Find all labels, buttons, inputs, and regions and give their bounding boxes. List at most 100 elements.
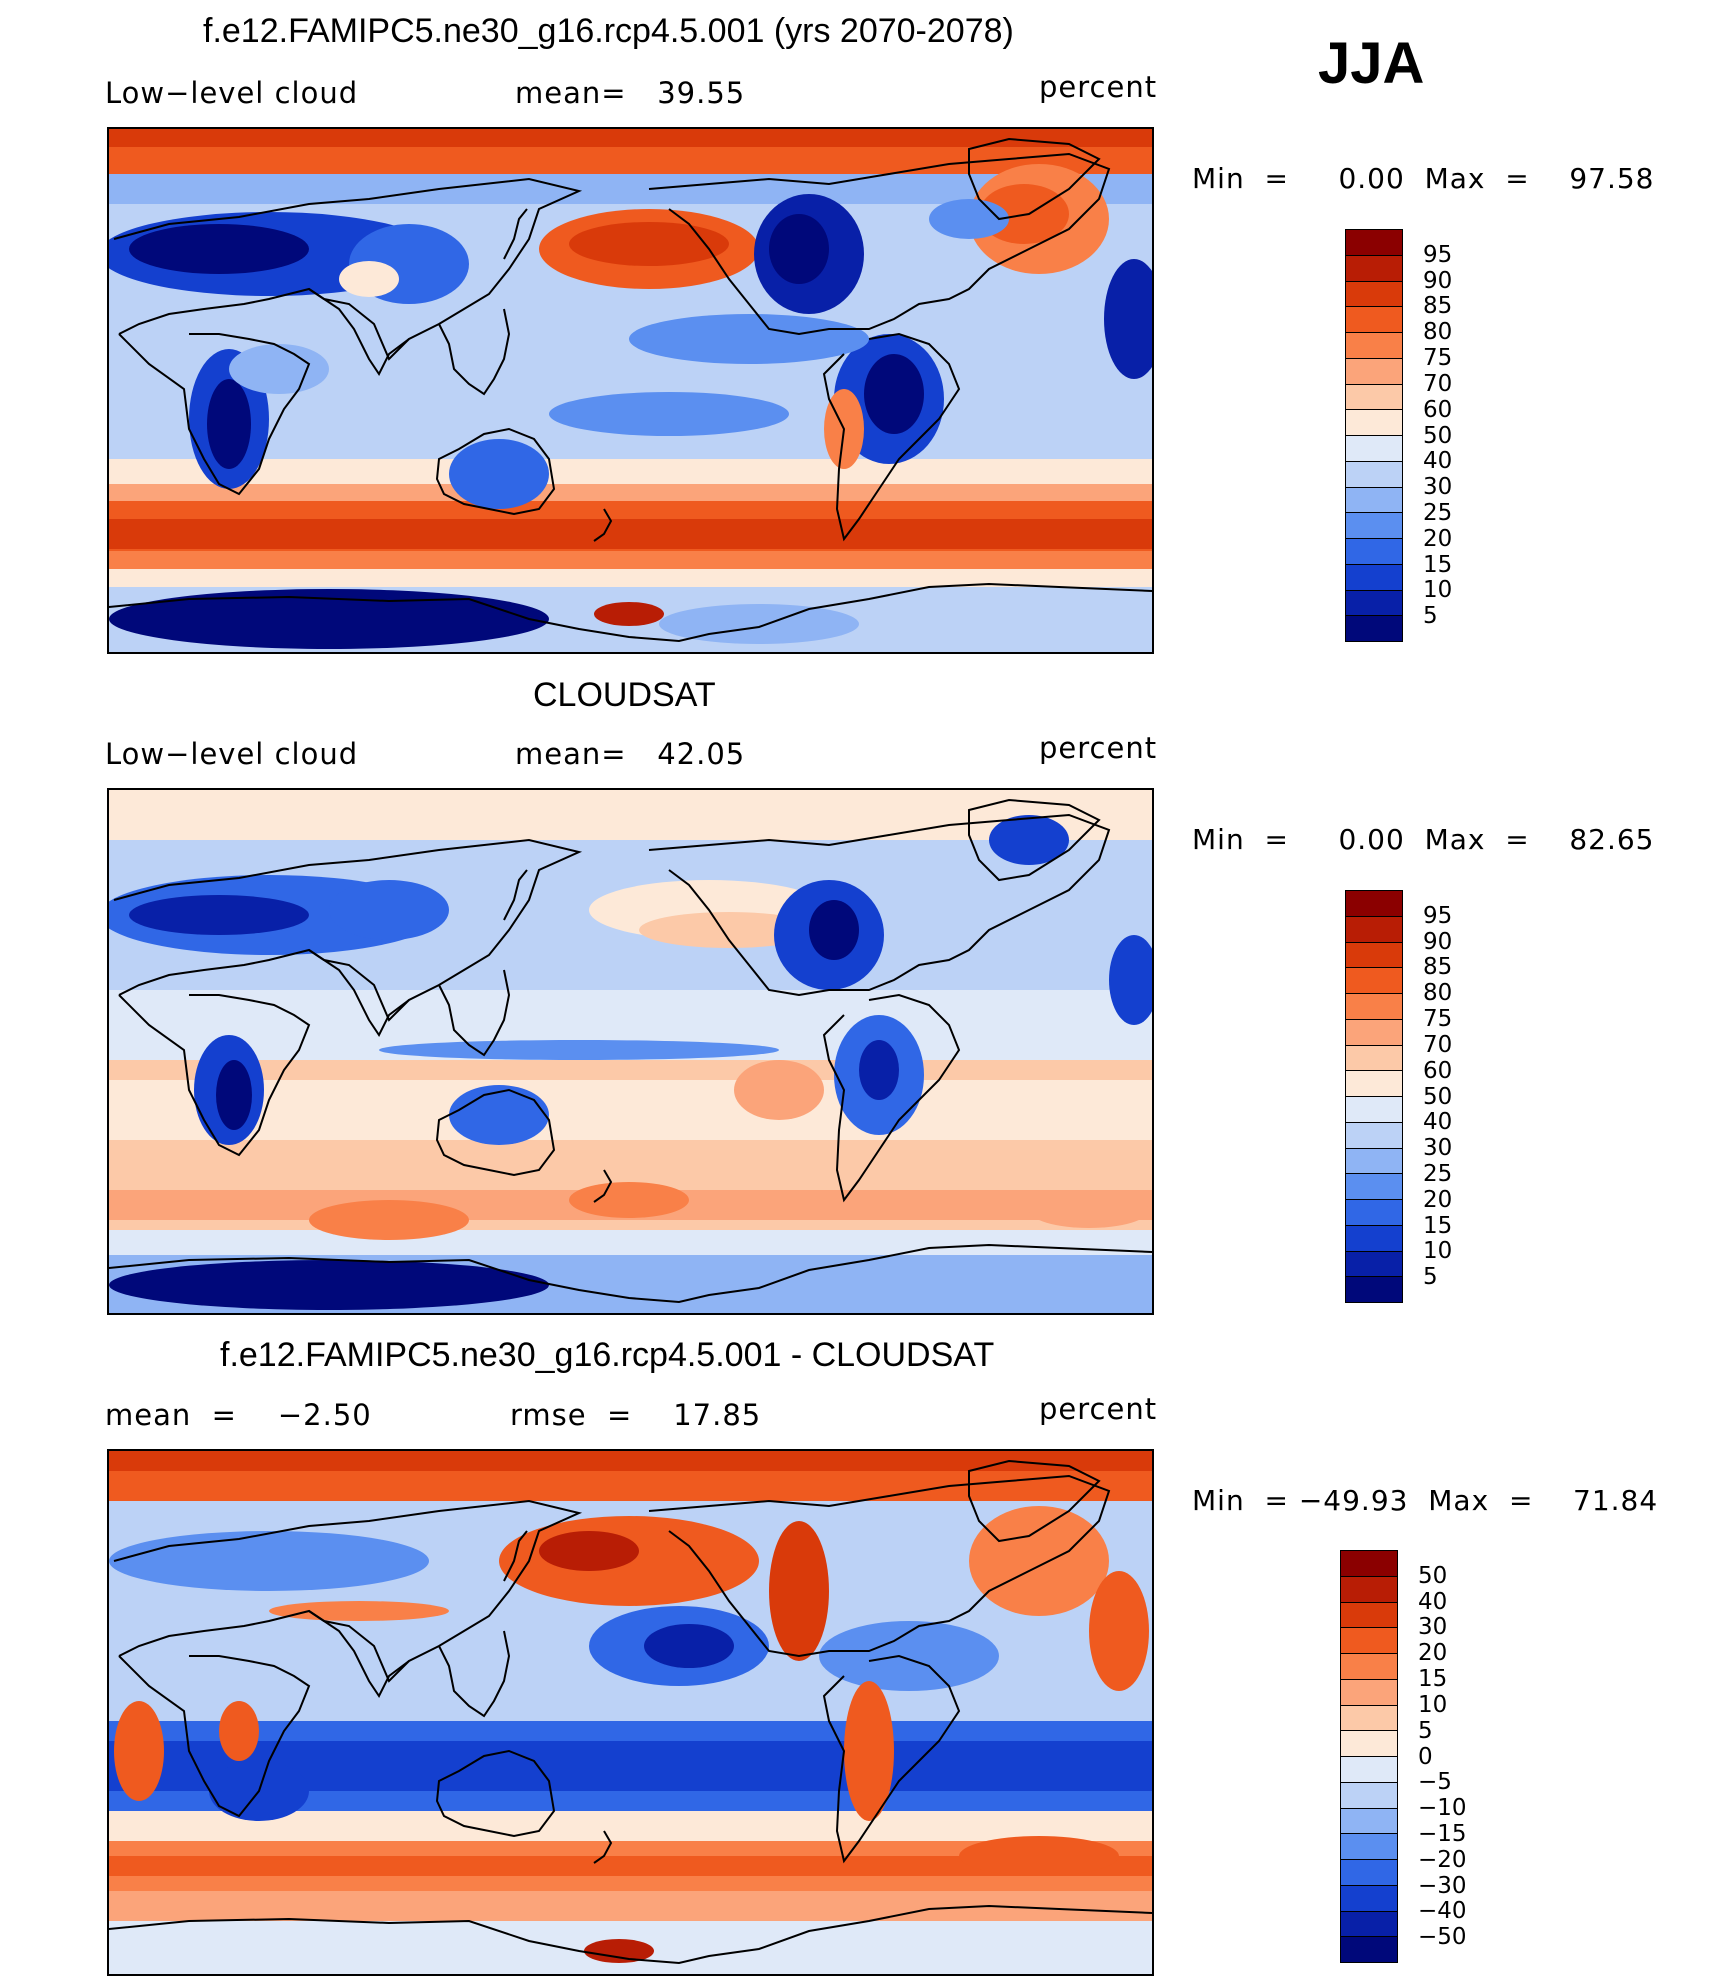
colorbar-swatch: [1341, 1679, 1397, 1706]
panel-1-colorbar: 95 90 85 80 75 70 60 50 40 30 25 20 15 10 5: [1345, 229, 1505, 642]
panel-3-map: [107, 1449, 1154, 1976]
colorbar-tick-label: 75: [1423, 1006, 1453, 1033]
colorbar-tick-label: 80: [1423, 319, 1453, 346]
panel-1-colorbar-box: [1345, 229, 1403, 642]
colorbar-tick-label: −5: [1418, 1769, 1452, 1796]
panel-3-colorbar: 50 40 30 20 15 10 5 0 −5 −10 −15 −20 −30 −40 −50: [1340, 1550, 1510, 1963]
colorbar-swatch: [1341, 1937, 1397, 1962]
panel-2-map-field: [109, 790, 1152, 1313]
map-contour-fills: [109, 1451, 1152, 1974]
panel-1-map-field: [109, 129, 1152, 652]
colorbar-swatch: [1346, 513, 1402, 539]
colorbar-tick-label: −10: [1418, 1795, 1467, 1822]
colorbar-tick-label: 60: [1423, 396, 1453, 423]
colorbar-tick-label: 70: [1423, 370, 1453, 397]
panel-1-variable-label: Low−level cloud: [105, 76, 359, 110]
colorbar-swatch: [1341, 1860, 1397, 1886]
colorbar-swatch: [1346, 1122, 1402, 1149]
colorbar-swatch: [1346, 968, 1402, 994]
colorbar-tick-label: 10: [1418, 1691, 1448, 1718]
colorbar-swatch: [1346, 942, 1402, 969]
colorbar-tick-label: 20: [1423, 1186, 1453, 1213]
colorbar-tick-label: −30: [1418, 1872, 1467, 1899]
panel-2-map: [107, 788, 1154, 1315]
colorbar-tick-label: 30: [1418, 1614, 1448, 1641]
colorbar-swatch: [1341, 1782, 1397, 1809]
colorbar-tick-label: 5: [1418, 1717, 1433, 1744]
panel-3-rmse-label: rmse = 17.85: [510, 1398, 762, 1432]
colorbar-tick-label: 10: [1423, 1238, 1453, 1265]
colorbar-tick-label: 40: [1418, 1588, 1448, 1615]
colorbar-tick-label: 50: [1423, 1083, 1453, 1110]
panel-2-colorbar: 95 90 85 80 75 70 60 50 40 30 25 20 15 10 5: [1345, 890, 1505, 1303]
colorbar-swatch: [1346, 384, 1402, 411]
colorbar-swatch: [1341, 1602, 1397, 1629]
colorbar-tick-label: 90: [1423, 267, 1453, 294]
panel-2-title: CLOUDSAT: [533, 676, 716, 714]
colorbar-swatch: [1346, 1019, 1402, 1046]
colorbar-tick-label: 70: [1423, 1031, 1453, 1058]
colorbar-tick-label: 20: [1423, 525, 1453, 552]
colorbar-swatch: [1346, 358, 1402, 385]
panel-1-map: [107, 127, 1154, 654]
colorbar-tick-label: 95: [1423, 902, 1453, 929]
colorbar-tick-label: 40: [1423, 1109, 1453, 1136]
colorbar-tick-label: −50: [1418, 1924, 1467, 1951]
colorbar-tick-label: 30: [1423, 474, 1453, 501]
colorbar-swatch: [1341, 1551, 1397, 1577]
colorbar-tick-label: 15: [1423, 551, 1453, 578]
colorbar-swatch: [1346, 1251, 1402, 1278]
colorbar-swatch: [1346, 891, 1402, 917]
colorbar-swatch: [1346, 539, 1402, 565]
colorbar-tick-label: −20: [1418, 1846, 1467, 1873]
colorbar-tick-label: 25: [1423, 499, 1453, 526]
colorbar-swatch: [1346, 461, 1402, 488]
panel-2-colorbar-box: [1345, 890, 1403, 1303]
colorbar-swatch: [1346, 616, 1402, 641]
colorbar-swatch: [1346, 487, 1402, 514]
colorbar-swatch: [1341, 1628, 1397, 1654]
colorbar-swatch: [1346, 307, 1402, 333]
colorbar-swatch: [1341, 1757, 1397, 1783]
panel-1-units-label: percent: [1039, 70, 1158, 104]
colorbar-swatch: [1341, 1911, 1397, 1938]
coastline-outlines: [109, 798, 1152, 1304]
colorbar-tick-label: 25: [1423, 1160, 1453, 1187]
colorbar-tick-label: 50: [1418, 1562, 1448, 1589]
colorbar-swatch: [1346, 281, 1402, 308]
colorbar-swatch: [1346, 1097, 1402, 1123]
colorbar-tick-label: 75: [1423, 345, 1453, 372]
colorbar-tick-label: 5: [1423, 603, 1438, 630]
colorbar-swatch: [1346, 994, 1402, 1020]
panel-3-map-field: [109, 1451, 1152, 1974]
colorbar-swatch: [1341, 1705, 1397, 1732]
map-contour-fills: [109, 129, 1152, 652]
colorbar-swatch: [1346, 230, 1402, 256]
colorbar-swatch: [1341, 1731, 1397, 1757]
colorbar-swatch: [1346, 1225, 1402, 1252]
colorbar-swatch: [1341, 1885, 1397, 1912]
panel-2-minmax: Min = 0.00 Max = 82.65: [1192, 823, 1655, 856]
panel-3-minmax: Min = −49.93 Max = 71.84: [1192, 1484, 1659, 1517]
colorbar-tick-label: −15: [1418, 1820, 1467, 1847]
colorbar-tick-label: 85: [1423, 293, 1453, 320]
colorbar-tick-label: 60: [1423, 1057, 1453, 1084]
colorbar-swatch: [1346, 1200, 1402, 1226]
colorbar-swatch: [1346, 1045, 1402, 1072]
colorbar-tick-label: 10: [1423, 577, 1453, 604]
colorbar-swatch: [1346, 1071, 1402, 1097]
colorbar-tick-label: 50: [1423, 422, 1453, 449]
panel-1-title: f.e12.FAMIPC5.ne30_g16.rcp4.5.001 (yrs 2…: [203, 12, 1014, 50]
panel-3-units-label: percent: [1039, 1392, 1158, 1426]
colorbar-tick-label: 5: [1423, 1264, 1438, 1291]
colorbar-swatch: [1341, 1576, 1397, 1603]
panel-3-mean-label: mean = −2.50: [105, 1398, 372, 1432]
panel-2-variable-label: Low−level cloud: [105, 737, 359, 771]
colorbar-tick-label: 40: [1423, 448, 1453, 475]
map-contour-fills: [109, 790, 1152, 1313]
colorbar-tick-label: 15: [1423, 1212, 1453, 1239]
colorbar-swatch: [1346, 1277, 1402, 1302]
colorbar-swatch: [1346, 1174, 1402, 1200]
colorbar-swatch: [1346, 436, 1402, 462]
coastline-outlines: [109, 137, 1152, 643]
